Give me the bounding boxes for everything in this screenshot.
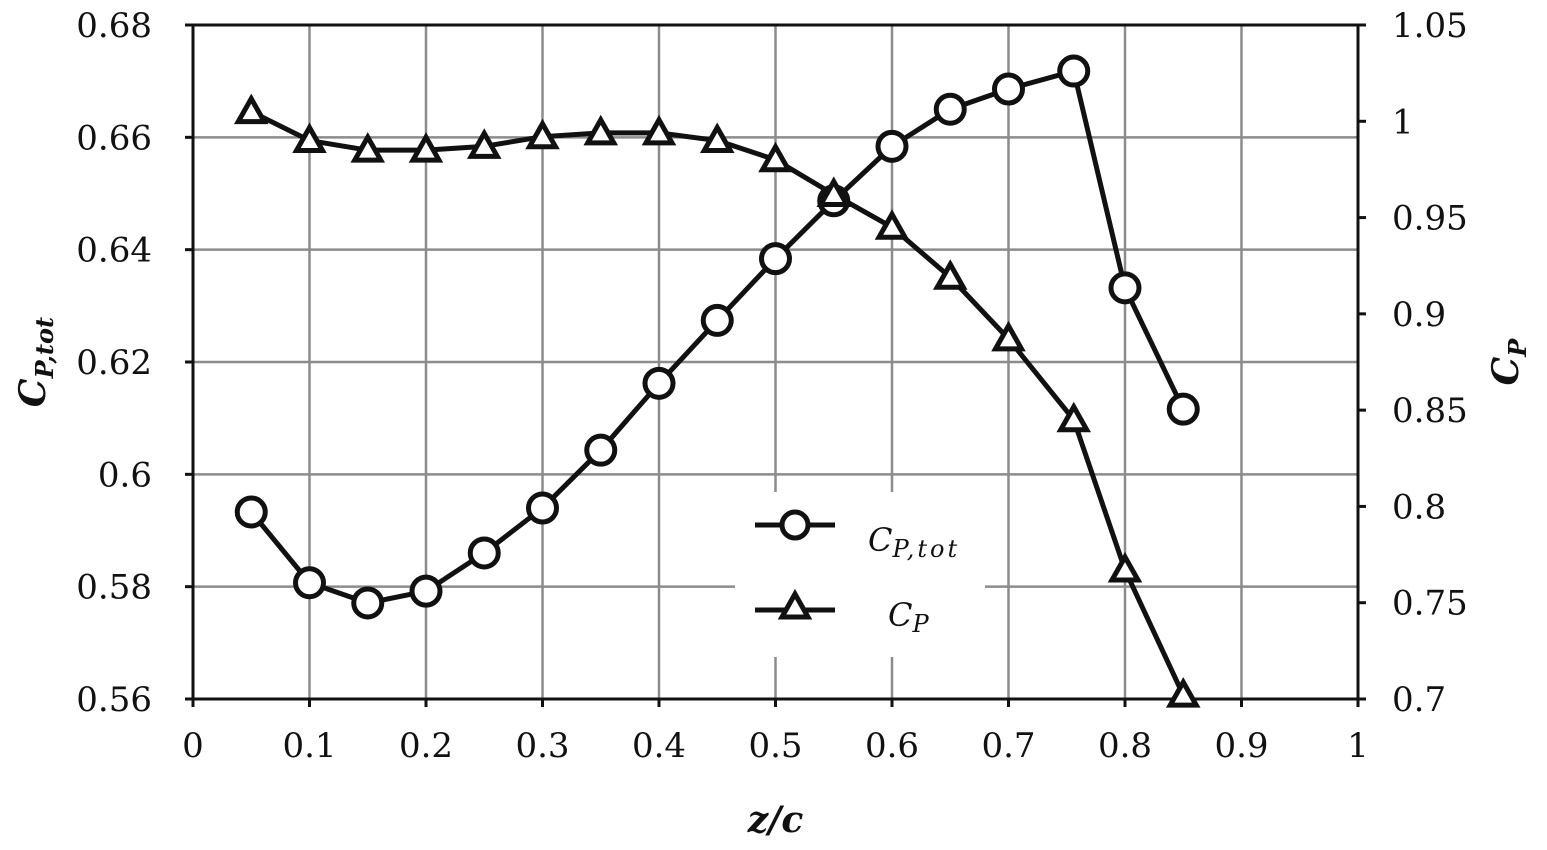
data-point-cptot: [1166, 392, 1200, 426]
left-y-tick-label: 0.62: [76, 343, 152, 383]
data-point-cp: [583, 114, 619, 146]
x-tick-label: 0.3: [515, 726, 569, 766]
legend-label-cptot-main: C: [868, 521, 892, 559]
data-point-cptot: [992, 72, 1025, 106]
data-point-cp: [699, 122, 735, 154]
left-y-tick-label: 0.64: [76, 231, 152, 271]
right-y-tick-label: 0.8: [1392, 487, 1446, 527]
x-tick-label: 0.6: [865, 726, 919, 766]
data-point-cp: [758, 141, 793, 173]
left-y-tick-label: 0.58: [76, 568, 152, 608]
series-line-cp: [250, 109, 1186, 697]
left-y-axis-title-main: C: [12, 378, 54, 407]
data-point-cptot: [933, 92, 967, 126]
data-point-cp: [350, 132, 386, 163]
data-point-cptot: [526, 491, 559, 525]
series-layer: [233, 54, 1201, 708]
legend-label-cp-subscript: P: [911, 610, 929, 638]
data-point-cp: [874, 209, 910, 240]
x-tick-label: 0.5: [748, 726, 802, 766]
legend-background: [735, 492, 985, 657]
data-point-cptot: [1108, 271, 1142, 305]
right-y-axis-title-subscript: P: [1503, 338, 1532, 358]
legend-label-cptot: CP,tot: [868, 521, 960, 563]
data-point-cp: [816, 176, 852, 207]
right-y-axis-title-main: C: [1485, 356, 1527, 385]
data-point-cp: [466, 128, 502, 159]
data-point-cptot: [293, 566, 326, 600]
data-point-cptot: [700, 303, 734, 337]
data-point-cptot: [584, 433, 618, 467]
right-y-tick-label: 0.9: [1392, 295, 1446, 335]
data-point-cptot: [642, 366, 676, 400]
right-y-tick-label: 1: [1392, 102, 1414, 142]
right-y-tick-label: 0.7: [1392, 680, 1446, 720]
left-y-tick-label: 0.56: [76, 680, 152, 720]
x-tick-label: 0: [182, 726, 204, 766]
data-point-cp: [1107, 551, 1143, 583]
data-point-cptot: [409, 574, 443, 608]
x-axis-ticks: 0 0.1 0.2 0.3 0.4 0.5 0.6 0.7 0.8 0.9 1: [182, 699, 1369, 766]
x-tick-label: 0.4: [632, 726, 686, 766]
legend-label-cp-main: C: [888, 596, 912, 634]
legend-marker-triangle: [777, 588, 813, 620]
left-y-axis-title: CP,tot: [12, 317, 59, 407]
legend-marker-circle: [779, 509, 811, 541]
data-point-cptot: [875, 129, 909, 163]
data-point-cp: [932, 259, 968, 290]
left-y-tick-label: 0.66: [76, 118, 152, 158]
right-y-axis-ticks: 0.7 0.75 0.8 0.85 0.9 0.95 1 1.05: [1358, 6, 1468, 720]
right-y-tick-label: 0.85: [1392, 391, 1468, 431]
left-y-tick-label: 0.6: [98, 455, 152, 495]
right-y-axis-title: CP: [1485, 338, 1532, 386]
legend: CP,tot CP: [735, 492, 985, 657]
left-y-axis-title-subscript: P,tot: [30, 317, 59, 380]
x-tick-label: 0.2: [399, 726, 453, 766]
right-y-tick-label: 0.75: [1392, 584, 1468, 624]
left-y-tick-label: 0.68: [76, 6, 152, 46]
x-tick-label: 0.9: [1214, 726, 1268, 766]
x-tick-label: 0.7: [981, 726, 1035, 766]
right-y-tick-label: 0.95: [1392, 199, 1468, 239]
legend-label-cp: CP: [888, 596, 929, 638]
x-axis-title: z/c: [747, 799, 804, 841]
data-point-cptot: [1057, 54, 1091, 88]
data-point-cp: [408, 132, 444, 163]
right-y-tick-label: 1.05: [1392, 6, 1468, 46]
data-point-cp: [233, 93, 269, 125]
x-tick-label: 0.1: [282, 726, 336, 766]
data-point-cptot: [351, 586, 385, 620]
x-tick-label: 1: [1347, 726, 1369, 766]
data-point-cp: [525, 118, 560, 150]
data-point-cp: [641, 114, 677, 146]
x-tick-label: 0.8: [1098, 726, 1152, 766]
data-point-cp: [292, 122, 327, 154]
data-point-cptot: [759, 242, 792, 276]
data-point-cptot: [234, 495, 268, 529]
data-point-cp: [1056, 401, 1092, 433]
data-point-cp: [991, 320, 1026, 352]
data-point-cp: [1165, 677, 1201, 708]
left-y-axis-ticks: 0.56 0.58 0.6 0.62 0.64 0.66 0.68: [76, 6, 193, 720]
data-point-cptot: [467, 536, 501, 570]
legend-label-cptot-subscript: P,tot: [891, 535, 960, 563]
